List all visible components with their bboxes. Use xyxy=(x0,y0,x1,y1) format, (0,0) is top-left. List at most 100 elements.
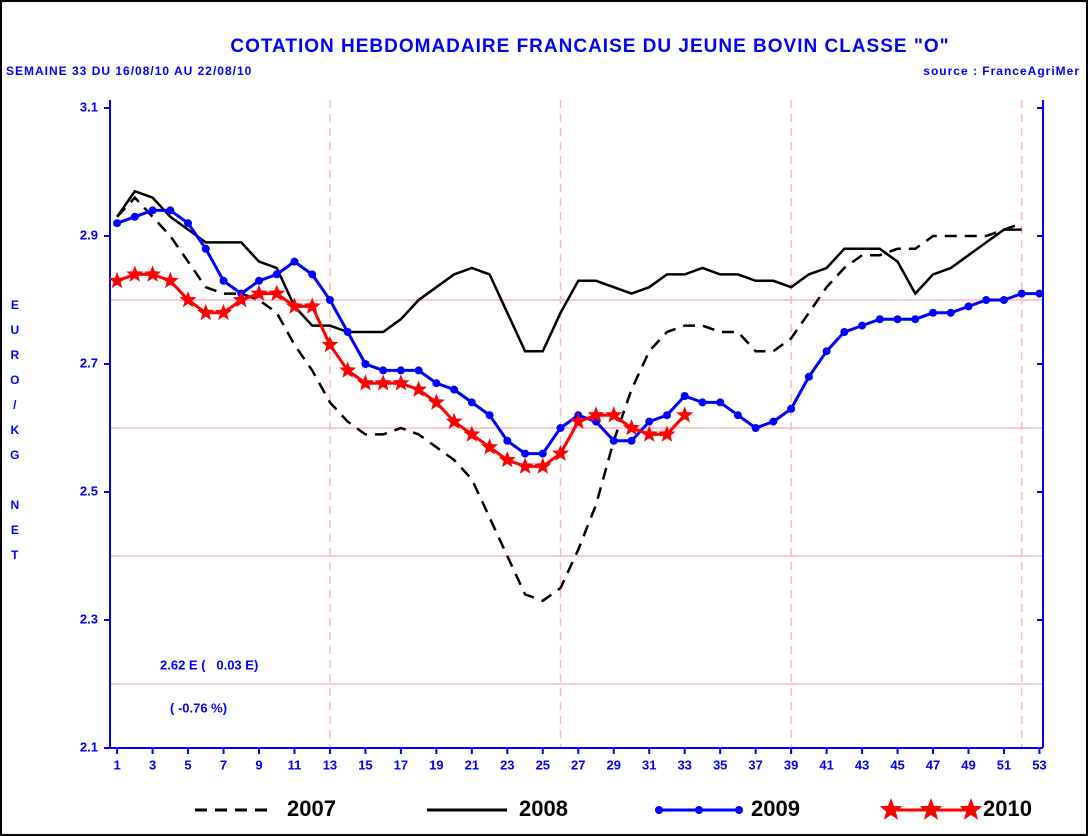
point xyxy=(521,449,530,458)
x-tick-label: 5 xyxy=(184,757,191,772)
point xyxy=(662,411,671,420)
point xyxy=(250,284,268,301)
point xyxy=(325,296,334,304)
point xyxy=(356,374,374,391)
point xyxy=(445,412,463,429)
point xyxy=(840,328,849,336)
legend-marker xyxy=(695,806,703,814)
point xyxy=(658,425,676,442)
x-tick-label: 25 xyxy=(536,757,550,772)
point xyxy=(268,284,286,301)
point xyxy=(645,417,654,426)
source: source : FranceAgriMer xyxy=(923,64,1080,78)
point xyxy=(609,436,618,445)
point xyxy=(219,276,228,285)
point xyxy=(1017,289,1026,298)
point xyxy=(716,398,725,407)
point xyxy=(822,347,831,356)
point xyxy=(640,425,658,442)
point xyxy=(450,385,459,394)
x-tick-label: 45 xyxy=(890,757,904,772)
point xyxy=(1035,289,1044,298)
x-tick-label: 51 xyxy=(997,757,1011,772)
point xyxy=(605,406,623,423)
x-tick-label: 1 xyxy=(113,757,120,772)
x-tick-label: 21 xyxy=(465,757,479,772)
point xyxy=(427,393,445,410)
x-tick-label: 9 xyxy=(255,757,262,772)
point xyxy=(144,265,162,282)
legend-marker xyxy=(655,806,663,814)
y-tick-label: 2.1 xyxy=(80,739,98,754)
point xyxy=(858,321,867,330)
point xyxy=(321,335,339,353)
point xyxy=(179,291,197,308)
point xyxy=(410,380,428,397)
point xyxy=(964,302,973,311)
point xyxy=(698,398,707,407)
x-tick-label: 27 xyxy=(571,757,585,772)
x-tick-label: 13 xyxy=(323,757,337,772)
point xyxy=(201,244,210,253)
point xyxy=(374,374,392,391)
point xyxy=(396,366,405,375)
x-tick-label: 47 xyxy=(926,757,940,772)
y-tick-label: 2.5 xyxy=(80,483,98,498)
point xyxy=(432,379,441,388)
point xyxy=(982,296,991,304)
legend-marker xyxy=(919,798,943,820)
x-tick-label: 41 xyxy=(819,757,833,772)
point xyxy=(787,404,796,413)
x-tick-label: 7 xyxy=(220,757,227,772)
point xyxy=(108,271,126,289)
point xyxy=(498,451,516,468)
point xyxy=(999,296,1008,304)
point xyxy=(285,297,303,314)
point xyxy=(215,303,233,321)
legend-marker xyxy=(735,806,743,814)
point xyxy=(587,406,605,423)
series-line xyxy=(116,189,1022,353)
point xyxy=(769,417,778,426)
point xyxy=(463,425,481,442)
point xyxy=(804,372,813,381)
point xyxy=(339,361,357,378)
annotation: ( -0.76 %) xyxy=(170,700,227,715)
point xyxy=(308,270,317,279)
subtitle: SEMAINE 33 DU 16/08/10 AU 22/08/10 xyxy=(6,64,252,78)
point xyxy=(485,411,494,420)
x-tick-label: 31 xyxy=(642,757,656,772)
y-tick-label: 2.3 xyxy=(80,611,98,626)
point xyxy=(503,436,512,445)
point xyxy=(303,297,321,314)
legend-label: 2009 xyxy=(751,796,800,821)
point xyxy=(379,366,388,375)
x-tick-label: 37 xyxy=(748,757,762,772)
point xyxy=(161,271,179,289)
point xyxy=(290,257,299,266)
y-tick-label: 2.7 xyxy=(80,355,98,370)
x-tick-label: 33 xyxy=(677,757,691,772)
point xyxy=(184,219,193,228)
series-line xyxy=(116,195,1023,603)
point xyxy=(929,308,938,317)
point xyxy=(148,206,157,215)
point xyxy=(272,270,281,279)
point xyxy=(197,303,215,321)
x-tick-label: 11 xyxy=(288,757,302,772)
point xyxy=(627,436,636,445)
legend-label: 2010 xyxy=(983,796,1032,821)
x-tick-label: 29 xyxy=(607,757,621,772)
point xyxy=(893,315,902,324)
point xyxy=(414,366,423,375)
point xyxy=(676,406,694,423)
point xyxy=(552,444,570,461)
point xyxy=(875,315,884,324)
point xyxy=(946,308,955,317)
y-tick-label: 2.9 xyxy=(80,227,98,242)
point xyxy=(232,291,250,308)
y-axis-label: EURO/KG NET xyxy=(8,298,22,573)
chart-title: COTATION HEBDOMADAIRE FRANCAISE DU JEUNE… xyxy=(230,36,949,57)
legend-label: 2008 xyxy=(519,796,568,821)
